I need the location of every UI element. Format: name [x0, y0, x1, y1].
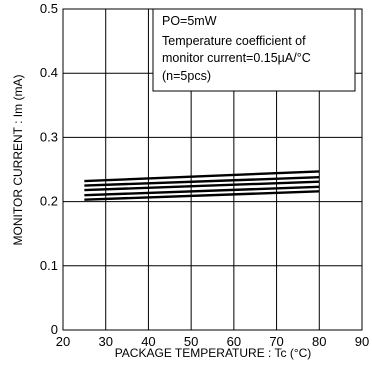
annotation-frame [152, 8, 356, 92]
x-tick-label: 80 [312, 334, 326, 349]
y-tick-label: 0.2 [40, 194, 58, 209]
y-tick-label: 0.4 [40, 65, 58, 80]
series-line-1 [84, 170, 320, 183]
y-tick-label: 0.3 [40, 129, 58, 144]
x-tick-labels: 20 30 40 50 60 70 80 90 [56, 334, 369, 349]
annotation-box: PO=5mW Temperature coefficient of monito… [152, 8, 356, 92]
x-tick-label: 20 [56, 334, 70, 349]
series-line-4 [84, 185, 320, 197]
x-tick-label: 90 [355, 334, 369, 349]
y-tick-label: 0 [51, 322, 58, 337]
annotation-line-2: Temperature coefficient of [162, 34, 306, 48]
series-line-3 [84, 180, 320, 192]
x-tick-label: 50 [184, 334, 198, 349]
x-tick-label: 40 [141, 334, 155, 349]
x-tick-label: 70 [269, 334, 283, 349]
annotation-line-1: PO=5mW [162, 14, 217, 28]
x-tick-label: 30 [98, 334, 112, 349]
annotation-line-3: monitor current=0.15µA/°C [162, 51, 311, 65]
series-line-2 [84, 176, 320, 187]
x-axis-title: PACKAGE TEMPERATURE : Tc (°C) [115, 346, 312, 360]
annotation-line-4: (n=5pcs) [162, 69, 211, 83]
x-tick-label: 60 [227, 334, 241, 349]
y-axis-title: MONITOR CURRENT : Im (mA) [11, 75, 25, 246]
series-line-5 [84, 190, 320, 201]
y-tick-label: 0.5 [40, 1, 58, 16]
series-lines [84, 170, 320, 201]
y-tick-labels: 0 0.1 0.2 0.3 0.4 0.5 [40, 1, 58, 337]
y-tick-label: 0.1 [40, 258, 58, 273]
